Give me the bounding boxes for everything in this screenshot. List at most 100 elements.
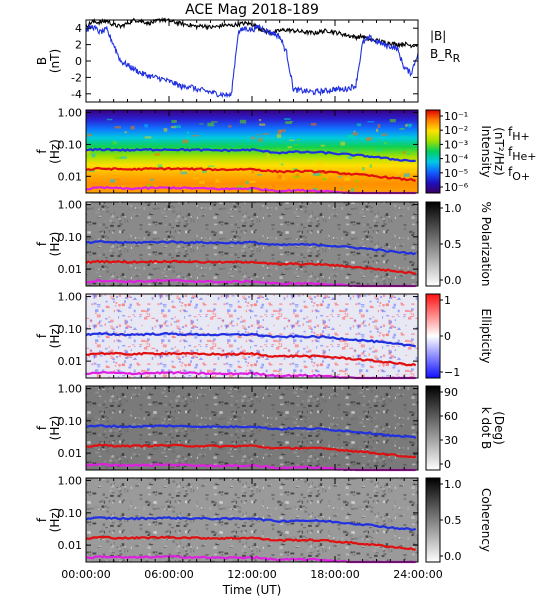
panel-coherency: f (Hz) 1.00 0.10 0.01 1.0 0.5 0.0 Coherency [35,475,493,564]
spectrogram-texture [106,118,113,121]
spectrogram-texture [352,132,358,136]
spectrogram-texture [289,139,295,141]
spectrogram-texture [146,184,152,187]
y-axis-label: f [35,517,49,522]
spectrogram-texture [284,118,291,120]
spectrogram-texture [170,126,177,129]
spectrogram-texture [405,177,411,180]
y-axis-label: f [35,333,49,338]
spectrogram-texture [377,124,381,128]
spectrogram-texture [316,174,323,177]
colorbar-label: (nT²/Hz) [492,127,506,175]
spectrogram-texture [199,180,205,184]
y-axis-label: f [35,149,49,154]
spectrogram-texture [295,173,300,177]
spectrogram-texture [91,153,96,158]
y-axis-label: (Hz) [48,416,62,441]
colorbar-label: % Polarization [479,202,493,287]
colorbar [425,109,441,194]
y-tick-label: 0.01 [58,263,83,276]
spectrogram-texture [226,135,230,138]
spectrogram-texture [228,125,232,128]
spectrogram-texture [340,141,346,146]
spectrogram-texture [356,186,359,188]
y-axis-label: (nT) [48,49,62,73]
colorbar-tick-label: −1 [444,366,460,379]
y-tick-label: -4 [71,88,82,101]
spectrogram-texture [266,153,270,157]
spectrogram-texture [215,178,219,182]
colorbar-tick-label: 10⁻³ [444,138,468,151]
spectrogram-texture [292,168,298,171]
spectrogram-texture [175,151,180,154]
spectrogram-texture [254,137,260,140]
spectrogram-texture [367,121,375,123]
time-axis: 00:00:00 06:00:00 12:00:00 18:00:00 24:0… [61,568,442,597]
spectrogram-texture [258,118,262,122]
spectrogram-texture [86,202,418,286]
series-line-b-radial [85,23,419,99]
spectrogram-texture [340,150,346,153]
spectrogram-texture [293,144,299,146]
spectrogram-texture [346,134,354,138]
spectrogram-texture [322,177,327,181]
spectrogram-texture [86,150,91,154]
colorbar-tick-label: 0 [444,458,451,471]
spectrogram-texture [210,121,218,123]
spectrogram-texture [249,180,256,183]
spectrogram-texture [221,166,227,170]
spectrogram-texture [199,123,204,125]
spectrogram-texture [272,184,275,188]
panel-kdotb: f (Hz) 1.00 0.10 0.01 90 60 30 0 k dot B (Deg) [35,383,506,472]
y-tick-label: 0.10 [58,323,83,336]
x-tick-label: 00:00:00 [61,568,110,581]
colorbar-tick-label: 10⁻¹ [444,110,468,123]
spectrogram-texture [403,173,410,177]
spectrogram-texture [406,153,411,155]
gyrofrequency-line-h-plus [85,424,417,440]
colorbar [425,201,441,287]
spectrogram-texture [144,136,152,139]
spectrogram-texture [408,124,411,129]
spectrogram-texture [245,181,249,185]
spectrogram-texture [280,163,284,166]
gyrofrequency-line-he-plus [85,535,416,551]
y-tick-label: 0.10 [58,507,83,520]
spectrogram-texture [124,131,127,134]
spectrogram-texture [291,136,299,141]
colorbar-tick-label: 0.0 [444,550,462,563]
spectrogram-texture [192,135,199,137]
spectrogram-texture [157,164,163,169]
x-axis-label: Time (UT) [222,583,282,597]
spectrogram-texture [389,119,396,123]
colorbar-label: (Deg) [492,411,506,445]
spectrogram-texture [206,147,213,150]
spectrogram-texture [257,137,263,142]
spectrogram-texture [343,177,351,181]
gyrofrequency-line-h-plus [85,147,416,163]
spectrogram-texture [239,119,247,124]
spectrogram-texture [112,140,118,145]
colorbar-label: Intensity [479,125,493,177]
spectrogram-texture [251,169,255,174]
spectrogram-texture [405,124,408,127]
gyrofrequency-line-h-plus [85,331,416,348]
spectrogram-texture [88,169,95,172]
spectrogram-texture [150,178,155,181]
y-tick-label: 2 [75,39,82,52]
spectrogram-texture [193,177,199,180]
spectrogram-texture [248,187,252,192]
y-tick-label: 0.10 [58,231,83,244]
y-axis-label: B [35,57,49,65]
colorbar-label: k dot B [479,407,493,449]
colorbar [425,385,441,471]
colorbar-tick-label: 10⁻⁵ [444,167,468,180]
spectrogram-texture [237,185,244,190]
colorbar-tick-label: 0.5 [444,514,462,527]
y-axis-label: (Hz) [48,139,62,164]
spectrogram-texture [392,159,398,164]
spectrogram-texture [362,167,365,171]
colorbar [425,477,441,563]
gyrofrequency-line-h-plus [85,515,416,531]
colorbar [425,293,441,379]
